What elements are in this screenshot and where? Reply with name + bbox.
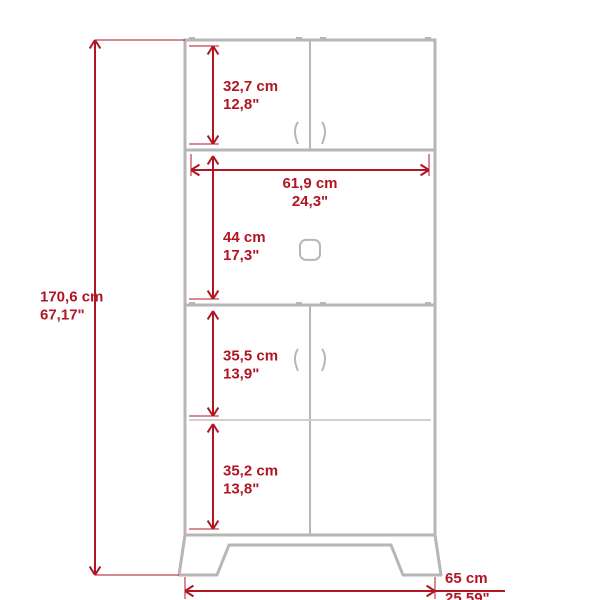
svg-text:35,2 cm: 35,2 cm [223, 463, 278, 480]
svg-text:25,59": 25,59" [445, 590, 490, 600]
svg-text:44 cm: 44 cm [223, 229, 266, 246]
dimension-diagram: 170,6 cm67,17" 65 cm 25,59" 32,7 cm12,8" 61,… [0, 0, 600, 600]
svg-text:13,8": 13,8" [223, 481, 259, 498]
svg-text:32,7 cm: 32,7 cm [223, 78, 278, 95]
svg-text:35,5 cm: 35,5 cm [223, 348, 278, 365]
svg-text:17,3": 17,3" [223, 247, 259, 264]
svg-text:61,9 cm: 61,9 cm [282, 175, 337, 192]
svg-text:12,8": 12,8" [223, 96, 259, 113]
svg-text:65 cm: 65 cm [445, 570, 488, 587]
svg-text:24,3": 24,3" [292, 193, 328, 210]
svg-text:13,9": 13,9" [223, 366, 259, 383]
svg-text:67,17": 67,17" [40, 307, 85, 324]
cabinet-frame [179, 38, 441, 575]
svg-text:170,6 cm: 170,6 cm [40, 289, 103, 306]
